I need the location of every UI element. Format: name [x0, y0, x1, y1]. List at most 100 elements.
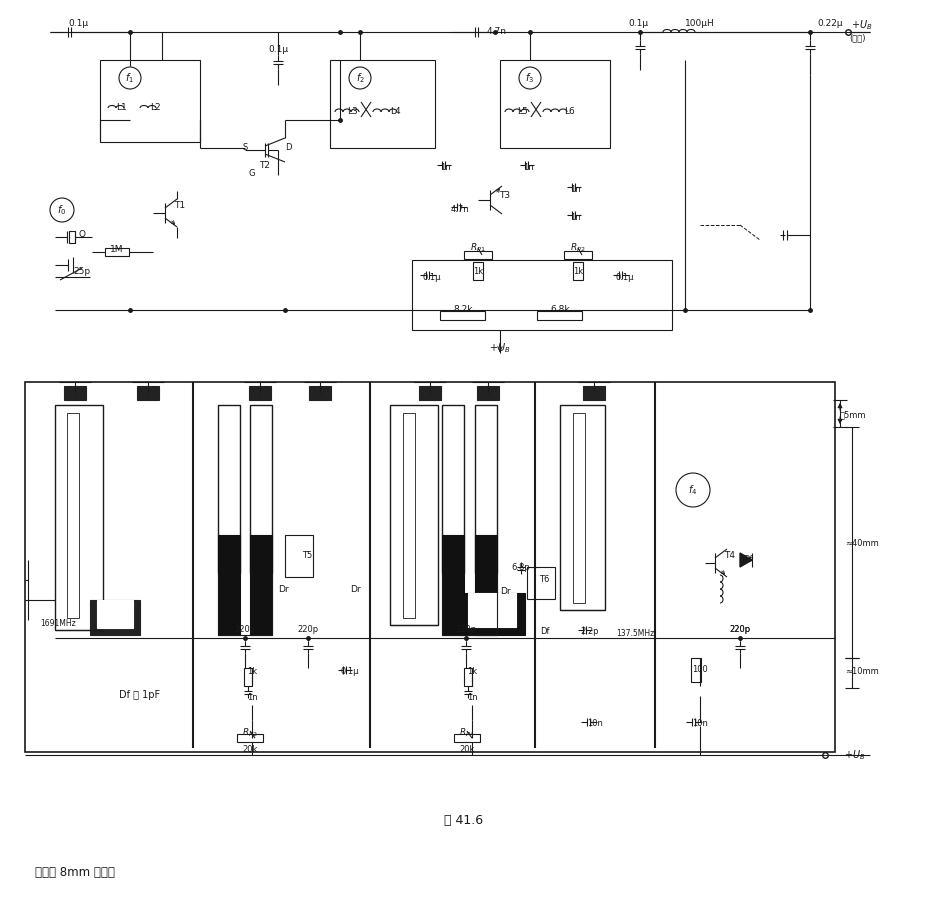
Text: +$U_B$: +$U_B$: [489, 341, 510, 355]
Text: 1n: 1n: [247, 693, 257, 702]
Text: Dr: Dr: [277, 586, 288, 595]
Text: 4.7n: 4.7n: [487, 27, 506, 36]
Text: 1n: 1n: [522, 163, 533, 172]
Bar: [285, 535, 312, 577]
Text: T1: T1: [174, 200, 185, 210]
Bar: [473, 262, 482, 280]
Bar: [691, 658, 700, 682]
Text: L5: L5: [517, 107, 527, 117]
Text: 20k: 20k: [242, 745, 258, 754]
Text: 1n: 1n: [569, 213, 579, 222]
Bar: [572, 262, 582, 280]
Bar: [137, 386, 159, 400]
Bar: [64, 386, 86, 400]
Bar: [248, 386, 271, 400]
Circle shape: [349, 67, 371, 89]
Text: 220p: 220p: [729, 626, 750, 634]
Bar: [419, 386, 440, 400]
Text: 10n: 10n: [692, 720, 707, 729]
Text: +$U_B$: +$U_B$: [844, 748, 865, 762]
Text: $f_3$: $f_3$: [525, 71, 534, 85]
Bar: [244, 668, 252, 686]
Bar: [475, 405, 497, 573]
Bar: [105, 248, 129, 256]
Text: Dr: Dr: [349, 586, 360, 595]
Bar: [464, 251, 491, 259]
Text: 137.5MHz: 137.5MHz: [616, 630, 654, 639]
Text: 0.1μ: 0.1μ: [628, 18, 647, 27]
Text: ≈40mm: ≈40mm: [844, 538, 878, 548]
Bar: [67, 413, 79, 618]
Text: 8.2k: 8.2k: [452, 305, 472, 314]
Bar: [453, 734, 479, 742]
Bar: [402, 413, 414, 618]
Bar: [441, 535, 464, 635]
Text: 0.1μ: 0.1μ: [68, 18, 88, 27]
Bar: [564, 251, 591, 259]
Bar: [330, 60, 435, 148]
Text: L4: L4: [389, 107, 400, 117]
Text: 0.1μ: 0.1μ: [268, 46, 287, 55]
Text: +$U_B$: +$U_B$: [850, 18, 871, 32]
Bar: [559, 405, 604, 610]
Text: 图 41.6: 图 41.6: [444, 814, 483, 826]
Text: Q: Q: [79, 230, 85, 240]
Bar: [90, 600, 140, 635]
Bar: [500, 60, 609, 148]
Text: 0.22μ: 0.22μ: [817, 18, 842, 27]
Text: 1k: 1k: [473, 268, 483, 277]
Text: 1691MHz: 1691MHz: [40, 619, 76, 628]
Text: 6.8p: 6.8p: [511, 564, 530, 572]
Bar: [476, 386, 499, 400]
Text: 约5mm: 约5mm: [839, 411, 865, 419]
Bar: [97, 600, 133, 628]
Text: 4.7n: 4.7n: [451, 206, 469, 214]
Bar: [441, 405, 464, 573]
Text: 10n: 10n: [587, 720, 603, 729]
Text: 20k: 20k: [459, 745, 475, 754]
Bar: [439, 311, 485, 320]
Polygon shape: [739, 553, 751, 567]
Text: $R_{P2}$: $R_{P2}$: [570, 241, 585, 254]
Circle shape: [518, 67, 540, 89]
Text: T6: T6: [539, 576, 549, 585]
Text: 6.8k: 6.8k: [550, 305, 569, 314]
Text: 0.1μ: 0.1μ: [340, 668, 359, 677]
Bar: [69, 231, 75, 243]
Text: 0.1μ: 0.1μ: [616, 273, 633, 282]
Text: $f_1$: $f_1$: [125, 71, 134, 85]
Circle shape: [119, 67, 141, 89]
Text: $f_0$: $f_0$: [57, 203, 67, 217]
Bar: [475, 535, 497, 635]
Bar: [389, 405, 438, 625]
Bar: [412, 260, 671, 330]
Bar: [249, 405, 272, 573]
Text: L3: L3: [348, 107, 358, 117]
Text: $f_4$: $f_4$: [688, 483, 697, 496]
Text: (稳压): (稳压): [849, 34, 865, 43]
Bar: [249, 535, 272, 635]
Text: 2.2p: 2.2p: [580, 628, 599, 637]
Text: 220p: 220p: [235, 626, 255, 634]
Text: 1n: 1n: [569, 186, 579, 195]
Bar: [100, 60, 200, 142]
Bar: [527, 567, 554, 599]
Bar: [236, 734, 262, 742]
Text: 220p: 220p: [729, 626, 750, 634]
Text: G: G: [248, 169, 255, 178]
Text: $f_2$: $f_2$: [355, 71, 364, 85]
Text: L6: L6: [564, 107, 575, 117]
Text: 1k: 1k: [466, 668, 476, 677]
Text: $R_{P1}$: $R_{P1}$: [470, 241, 485, 254]
Bar: [218, 535, 240, 635]
Text: 100μH: 100μH: [684, 18, 714, 27]
Text: S: S: [242, 144, 248, 152]
Bar: [309, 386, 331, 400]
Text: Df: Df: [743, 556, 752, 565]
Text: Df 约 1pF: Df 约 1pF: [120, 690, 160, 700]
Text: 1n: 1n: [439, 163, 450, 172]
Text: 镀银的 8mm 镁管。: 镀银的 8mm 镁管。: [35, 866, 115, 879]
Text: L2: L2: [149, 104, 160, 112]
Bar: [572, 413, 584, 603]
Text: $R_{P4}$: $R_{P4}$: [459, 727, 475, 739]
